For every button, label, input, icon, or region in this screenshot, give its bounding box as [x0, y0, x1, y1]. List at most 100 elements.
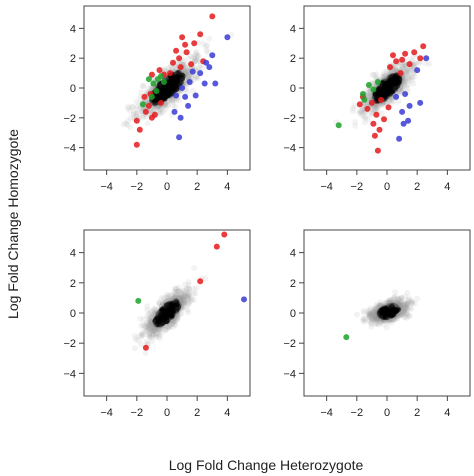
background-point — [369, 316, 375, 323]
background-point — [166, 295, 173, 302]
background-point — [398, 311, 405, 317]
background-point — [180, 296, 187, 303]
green-point — [361, 96, 368, 103]
background-point — [398, 302, 405, 309]
background-point — [168, 318, 175, 324]
background-point — [409, 300, 416, 307]
background-point — [182, 290, 189, 297]
background-point — [186, 289, 193, 296]
blue-point — [399, 108, 406, 115]
background-point — [176, 288, 183, 295]
background-point — [137, 315, 144, 322]
green-point — [145, 76, 152, 83]
red-point — [399, 56, 406, 63]
background-point — [426, 61, 433, 67]
panels: −4 −2 0 2 4 −4 −2 0 2 4 −4 −2 0 2 4 −4 −2 0 2 4 −4 −2 0 2 4 −4 −2 0… — [63, 5, 471, 419]
background-point — [181, 281, 188, 288]
background-point — [407, 298, 414, 305]
background-point — [149, 318, 156, 325]
background-point — [370, 309, 377, 316]
background-point — [392, 66, 399, 72]
background-point — [138, 341, 144, 348]
green-point — [359, 91, 366, 97]
background-point — [148, 85, 155, 92]
background-point — [155, 320, 162, 327]
background-point — [369, 316, 376, 323]
background-point — [365, 307, 372, 314]
background-point — [365, 310, 372, 316]
background-point — [174, 315, 181, 322]
background-point — [171, 78, 178, 85]
background-point — [371, 306, 378, 313]
background-point — [182, 291, 189, 298]
background-point — [357, 108, 364, 115]
background-point — [404, 315, 411, 321]
scatter-panel-top-right: −4 −2 0 2 4 −4 −2 0 2 4 — [283, 5, 471, 193]
background-point — [174, 316, 181, 323]
background-point — [401, 305, 408, 312]
background-point — [371, 306, 378, 312]
background-point — [194, 65, 201, 72]
red-point — [393, 58, 400, 65]
background-point — [184, 297, 191, 304]
background-point — [169, 320, 176, 327]
background-point — [408, 299, 415, 306]
background-point — [400, 305, 407, 312]
background-point — [366, 317, 373, 324]
green-point — [365, 82, 372, 88]
background-point — [144, 303, 151, 310]
background-point — [146, 323, 153, 330]
background-point — [165, 324, 172, 331]
background-point — [163, 292, 170, 298]
background-point — [402, 308, 409, 315]
background-point — [150, 328, 157, 335]
background-point — [406, 74, 413, 81]
background-point — [377, 319, 384, 326]
plot-area — [120, 13, 235, 148]
background-point — [133, 110, 140, 117]
background-point — [157, 329, 164, 336]
background-point — [184, 66, 191, 72]
background-point — [406, 65, 413, 72]
background-point — [376, 103, 383, 110]
background-point — [409, 74, 415, 81]
red-point — [145, 102, 152, 109]
x-tick-label: 4 — [444, 181, 450, 193]
red-point — [397, 70, 404, 77]
background-point — [156, 104, 163, 111]
y-tick-label: −2 — [283, 113, 296, 125]
background-point — [374, 104, 381, 111]
background-point — [352, 122, 359, 129]
background-point — [195, 52, 202, 59]
background-point — [366, 310, 373, 317]
background-point — [354, 311, 360, 318]
background-point — [184, 309, 191, 316]
background-point — [206, 35, 213, 42]
background-point — [182, 61, 189, 68]
red-point — [368, 99, 375, 106]
background-point — [398, 85, 405, 92]
background-point — [187, 294, 194, 301]
background-point — [143, 322, 150, 329]
background-point — [367, 313, 374, 320]
blue-point — [414, 67, 421, 74]
background-point — [173, 286, 180, 293]
background-point — [372, 321, 379, 327]
background-point — [158, 302, 165, 309]
background-point — [408, 306, 415, 312]
background-point — [406, 295, 413, 302]
background-point — [190, 87, 196, 94]
background-point — [185, 55, 192, 62]
background-point — [151, 310, 158, 317]
background-point — [151, 307, 158, 313]
green-point — [148, 93, 155, 100]
background-point — [369, 310, 376, 317]
background-point — [397, 87, 404, 94]
background-point — [169, 324, 176, 330]
background-point — [422, 60, 429, 67]
background-point — [370, 315, 377, 322]
background-point — [147, 319, 154, 325]
background-point — [178, 310, 185, 317]
background-point — [387, 95, 394, 102]
background-point — [404, 311, 410, 318]
